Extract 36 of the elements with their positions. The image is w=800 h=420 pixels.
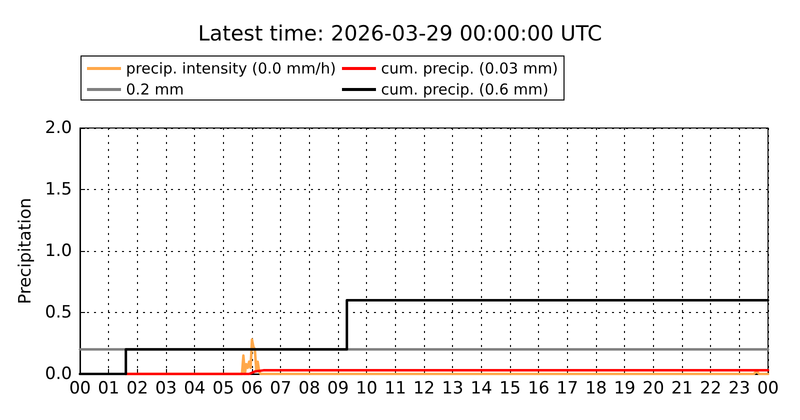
x-tick-label: 17	[556, 378, 578, 398]
y-axis-title: Precipitation	[16, 198, 36, 304]
legend-label: 0.2 mm	[126, 80, 184, 98]
legend-label: precip. intensity (0.0 mm/h)	[126, 60, 336, 78]
y-tick-label: 0.5	[44, 302, 72, 322]
x-tick-label: 00	[69, 378, 91, 398]
x-tick-label: 00	[757, 378, 779, 398]
x-tick-label: 16	[528, 378, 550, 398]
x-tick-label: 07	[270, 378, 292, 398]
legend-label: cum. precip. (0.03 mm)	[380, 60, 558, 78]
x-tick-label: 03	[155, 378, 177, 398]
y-tick-label: 2.0	[44, 118, 72, 138]
x-tick-label: 18	[585, 378, 607, 398]
x-tick-label: 21	[671, 378, 693, 398]
x-tick-label: 01	[98, 378, 120, 398]
x-tick-label: 02	[126, 378, 148, 398]
y-tick-label: 0.0	[44, 364, 72, 384]
x-tick-label: 15	[499, 378, 521, 398]
x-tick-label: 10	[356, 378, 378, 398]
chart-title: Latest time: 2026-03-29 00:00:00 UTC	[198, 22, 602, 46]
legend-label: cum. precip. (0.6 mm)	[380, 80, 548, 98]
x-tick-label: 23	[728, 378, 750, 398]
x-tick-label: 20	[642, 378, 664, 398]
x-tick-label: 08	[298, 378, 320, 398]
y-tick-label: 1.5	[44, 180, 72, 200]
x-tick-label: 14	[470, 378, 492, 398]
x-tick-label: 11	[384, 378, 406, 398]
x-tick-label: 12	[413, 378, 435, 398]
y-tick-label: 1.0	[44, 241, 72, 261]
x-tick-label: 22	[700, 378, 722, 398]
x-tick-label: 06	[241, 378, 263, 398]
x-tick-label: 04	[184, 378, 206, 398]
x-tick-label: 09	[327, 378, 349, 398]
x-tick-label: 05	[212, 378, 234, 398]
x-tick-label: 13	[442, 378, 464, 398]
x-tick-label: 19	[614, 378, 636, 398]
